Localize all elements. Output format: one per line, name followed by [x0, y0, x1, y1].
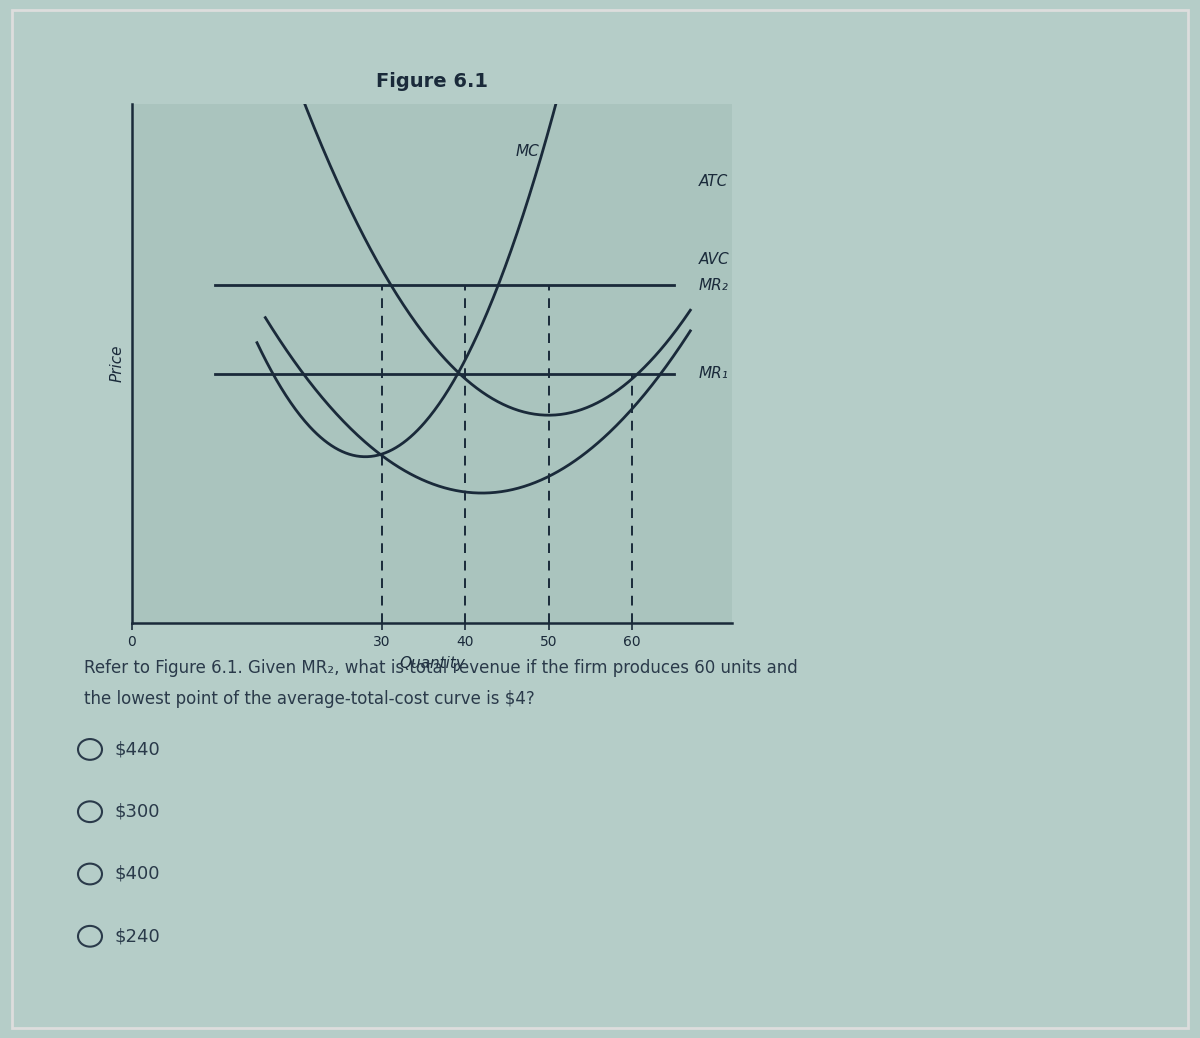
X-axis label: Quantity: Quantity [400, 656, 464, 671]
Text: MC: MC [515, 143, 539, 159]
Y-axis label: Price: Price [110, 345, 125, 382]
Text: $400: $400 [114, 865, 160, 883]
Text: AVC: AVC [698, 252, 730, 267]
Text: Refer to Figure 6.1. Given MR₂, what is total revenue if the firm produces 60 un: Refer to Figure 6.1. Given MR₂, what is … [84, 659, 798, 677]
Text: MR₂: MR₂ [698, 278, 728, 293]
Text: MR₁: MR₁ [698, 366, 728, 381]
Text: $300: $300 [114, 802, 160, 821]
Text: the lowest point of the average-total-cost curve is $4?: the lowest point of the average-total-co… [84, 690, 535, 708]
Text: $240: $240 [114, 927, 160, 946]
Text: ATC: ATC [698, 174, 728, 189]
Title: Figure 6.1: Figure 6.1 [376, 72, 488, 91]
Text: $440: $440 [114, 740, 160, 759]
